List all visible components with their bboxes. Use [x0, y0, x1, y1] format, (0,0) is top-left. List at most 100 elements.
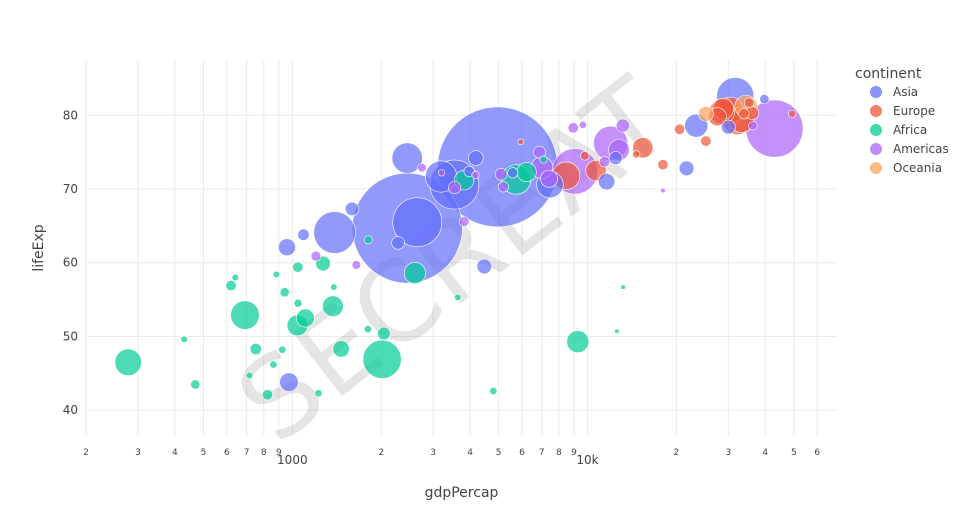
bubble-asia: [721, 119, 736, 135]
x-tick-label: 4: [762, 448, 768, 458]
y-tick-label: 70: [63, 182, 78, 196]
bubble-africa: [516, 162, 537, 182]
bubble-americas: [578, 120, 587, 129]
legend-marker: [870, 143, 882, 155]
bubble-americas: [458, 216, 470, 227]
bubble-europe: [743, 97, 755, 109]
data-points-layer: [114, 77, 804, 401]
x-tick-label: 8: [261, 448, 267, 458]
bubble-americas: [437, 169, 446, 177]
legend-item-europe[interactable]: Europe: [870, 104, 935, 118]
x-tick-label: 6: [814, 448, 820, 458]
x-tick-label: 6: [519, 448, 525, 458]
legend-marker: [870, 86, 882, 98]
x-tick-label: 10k: [576, 453, 598, 467]
bubble-europe: [674, 123, 686, 135]
bubble-asia: [313, 211, 356, 254]
bubble-africa: [454, 293, 462, 302]
bubble-africa: [566, 330, 590, 354]
bubble-europe: [632, 150, 641, 159]
bubble-africa: [322, 295, 344, 317]
x-tick-label: 3: [726, 448, 732, 458]
bubble-africa: [230, 300, 260, 330]
bubble-africa: [330, 283, 338, 291]
x-tick-label: 9: [276, 448, 282, 458]
bubble-africa: [231, 273, 239, 282]
bubble-asia: [391, 142, 423, 174]
bubble-africa: [190, 379, 201, 390]
x-tick-label: 9: [571, 448, 577, 458]
bubble-africa: [296, 308, 315, 328]
legend-label: Americas: [893, 142, 949, 156]
bubble-africa: [293, 298, 303, 308]
x-tick-label: 2: [674, 448, 680, 458]
x-tick-label: 7: [539, 448, 545, 458]
bubble-africa: [539, 155, 548, 164]
bubble-americas: [448, 181, 462, 195]
bubble-europe: [657, 159, 669, 171]
bubble-asia: [476, 258, 493, 275]
legend-item-africa[interactable]: Africa: [870, 123, 927, 137]
bubble-africa: [245, 371, 254, 380]
bubble-africa: [114, 348, 142, 376]
bubble-africa: [620, 284, 626, 290]
bubble-africa: [403, 262, 426, 285]
bubble-asia: [392, 197, 443, 248]
bubble-americas: [615, 118, 630, 133]
bubble-asia: [608, 151, 623, 165]
bubble-africa: [377, 326, 391, 341]
bubble-americas: [471, 171, 480, 180]
x-tick-label: 1000: [277, 453, 308, 467]
bubble-africa: [278, 345, 287, 354]
bubble-africa: [314, 389, 323, 398]
y-tick-label: 60: [63, 256, 78, 270]
x-tick-label: 2: [83, 448, 89, 458]
bubble-africa: [614, 328, 620, 334]
x-tick-label: 2: [378, 448, 384, 458]
legend-marker: [870, 162, 882, 174]
bubble-americas: [351, 260, 362, 270]
bubble-africa: [272, 270, 280, 279]
bubble-americas: [494, 168, 508, 181]
bubble-africa: [180, 335, 188, 344]
bubble-europe: [738, 108, 750, 120]
bubble-europe: [788, 109, 797, 118]
legend-marker: [870, 124, 882, 136]
y-tick-label: 40: [63, 403, 78, 417]
bubble-asia: [507, 167, 519, 179]
legend[interactable]: continent Asia Europe Africa Americas Oceani…: [855, 66, 949, 175]
x-tick-label: 3: [430, 448, 436, 458]
bubble-asia: [678, 160, 695, 177]
bubble-americas: [660, 187, 666, 194]
legend-label: Africa: [893, 123, 927, 137]
bubble-asia: [344, 201, 360, 217]
bubble-asia: [759, 94, 770, 105]
x-tick-label: 4: [172, 448, 178, 458]
legend-label: Asia: [893, 85, 918, 99]
bubble-europe: [517, 138, 524, 145]
y-tick-label: 80: [63, 108, 78, 122]
bubble-americas: [567, 122, 579, 134]
bubble-americas: [748, 120, 758, 131]
bubble-asia: [391, 236, 405, 250]
bubble-africa: [363, 235, 373, 245]
x-tick-label: 5: [496, 448, 502, 458]
bubble-oceania: [698, 106, 714, 122]
legend-label: Oceania: [893, 161, 942, 175]
x-tick-label: 8: [556, 448, 562, 458]
legend-item-asia[interactable]: Asia: [870, 85, 918, 99]
bubble-africa: [489, 387, 498, 396]
bubble-americas: [310, 250, 322, 262]
y-axis-title: lifeExp: [31, 224, 47, 271]
x-tick-label: 5: [201, 448, 207, 458]
bubble-africa: [269, 360, 278, 369]
bubble-asia: [468, 150, 484, 166]
legend-item-americas[interactable]: Americas: [870, 142, 949, 156]
bubble-americas: [497, 181, 509, 193]
bubble-europe: [700, 135, 712, 147]
legend-marker: [870, 105, 882, 117]
bubble-asia: [279, 372, 299, 392]
legend-item-oceania[interactable]: Oceania: [870, 161, 942, 175]
